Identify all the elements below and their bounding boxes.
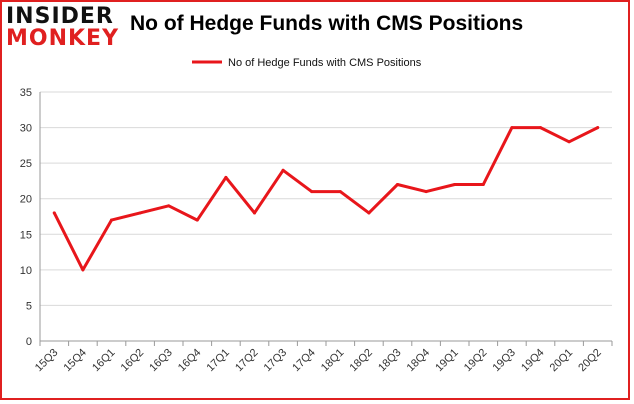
data-point — [453, 182, 457, 186]
series-line — [52, 126, 600, 272]
y-tick-label: 5 — [26, 300, 32, 312]
data-point — [481, 182, 485, 186]
y-tick-label: 30 — [20, 123, 32, 135]
x-tick-label: 16Q1 — [90, 347, 118, 375]
data-point — [110, 218, 113, 222]
data-point — [424, 190, 428, 194]
data-point — [281, 168, 285, 172]
data-point — [367, 211, 371, 215]
x-tick-label: 19Q3 — [490, 347, 518, 375]
x-tick-label: 17Q2 — [233, 347, 261, 375]
y-tick-label: 15 — [20, 229, 32, 241]
x-tick-label: 17Q3 — [262, 347, 290, 375]
x-tick-label: 18Q4 — [405, 347, 433, 375]
x-tick-label: 16Q3 — [147, 347, 175, 375]
y-tick-label: 10 — [20, 265, 32, 277]
data-point — [338, 190, 342, 194]
chart-title: No of Hedge Funds with CMS Positions — [130, 12, 524, 35]
y-axis-ticks: 0 5 10 15 20 25 30 35 — [20, 87, 32, 348]
data-point — [138, 211, 142, 215]
logo-line-2: MONKEY — [6, 26, 120, 51]
x-tick-label: 20Q2 — [576, 347, 604, 375]
x-tick-label: 18Q3 — [376, 347, 404, 375]
x-tick-label: 20Q1 — [548, 347, 576, 375]
data-point — [195, 218, 199, 222]
x-tick-label: 16Q4 — [176, 347, 204, 375]
data-point — [539, 126, 542, 130]
x-tick-label: 19Q1 — [433, 347, 461, 375]
x-tick-label: 18Q2 — [347, 347, 375, 375]
y-tick-label: 25 — [20, 158, 32, 170]
y-tick-label: 20 — [20, 194, 32, 206]
series-group — [52, 126, 600, 272]
data-point — [596, 126, 600, 130]
x-tick-label: 15Q4 — [61, 347, 89, 375]
x-tick-label: 19Q4 — [519, 347, 547, 375]
data-point — [81, 268, 85, 272]
gridlines — [40, 91, 612, 306]
logo-line-1: INSIDER — [6, 4, 114, 29]
x-tick-label: 18Q1 — [319, 347, 347, 375]
y-tick-label: 0 — [26, 336, 32, 348]
x-tick-label: 16Q2 — [119, 347, 147, 375]
data-point — [224, 175, 228, 179]
legend: No of Hedge Funds with CMS Positions — [192, 57, 422, 69]
data-point — [167, 204, 171, 208]
data-point — [396, 182, 399, 186]
legend-label: No of Hedge Funds with CMS Positions — [228, 57, 422, 69]
x-tick-label: 17Q4 — [290, 347, 318, 375]
data-point — [310, 190, 314, 194]
y-tick-label: 35 — [20, 87, 32, 99]
x-tick-label: 17Q1 — [204, 347, 232, 375]
insider-monkey-logo: INSIDER MONKEY — [6, 4, 120, 52]
x-tick-label: 15Q3 — [33, 347, 61, 375]
data-point — [567, 140, 571, 144]
data-point — [52, 211, 56, 215]
data-point — [253, 211, 256, 215]
data-point — [510, 126, 514, 130]
x-tick-label: 19Q2 — [462, 347, 490, 375]
x-axis-ticks: 15Q3 15Q4 16Q1 16Q2 16Q3 16Q4 17Q1 17Q2 17Q3 17Q4… — [33, 341, 613, 375]
